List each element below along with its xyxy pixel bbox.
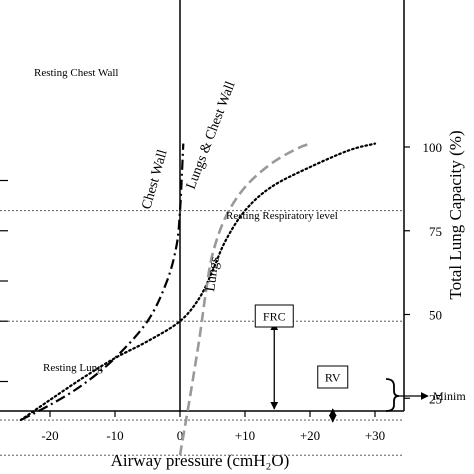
x-axis-title: Airway pressure (cmH₂O): [111, 451, 290, 470]
minimal-volume-label: Minim: [433, 389, 466, 403]
series-line-lungs: [178, 142, 311, 456]
series-label-lungs: Lungs: [203, 256, 223, 293]
ref-label-resting-lung: Resting Lung: [43, 362, 103, 374]
bracket-label: FRC: [263, 310, 286, 324]
y-tick-label: 50: [429, 308, 442, 323]
y-tick-label: 100: [423, 140, 443, 155]
y-axis-title: Total Lung Capacity (%): [446, 130, 465, 299]
bracket-box: [254, 304, 294, 328]
series-line-chest-wall: [20, 143, 185, 421]
bracket-box: [317, 365, 349, 389]
x-tick-label: +30: [365, 428, 385, 443]
series-label-chest-wall: Chest Wall: [139, 148, 170, 211]
x-tick-label: +10: [235, 428, 255, 443]
series-line-lungs-chest-wall: [19, 142, 377, 422]
bracket-label: RV: [325, 371, 341, 385]
x-tick-label: +20: [300, 428, 320, 443]
ref-label-resting-chest-wall: Resting Chest Wall: [34, 67, 118, 79]
y-tick-label: 25: [429, 391, 442, 406]
x-tick-label: -20: [41, 428, 58, 443]
x-tick-label: 0: [177, 428, 184, 443]
series-label-lungs-chest-wall: Lungs & Chest Wall: [184, 79, 239, 191]
y-tick-label: 75: [429, 224, 442, 239]
minimal-volume-bracket: [385, 378, 400, 412]
x-tick-label: -10: [106, 428, 123, 443]
ref-label-resting-respiratory-level: Resting Respiratory level: [226, 210, 338, 222]
